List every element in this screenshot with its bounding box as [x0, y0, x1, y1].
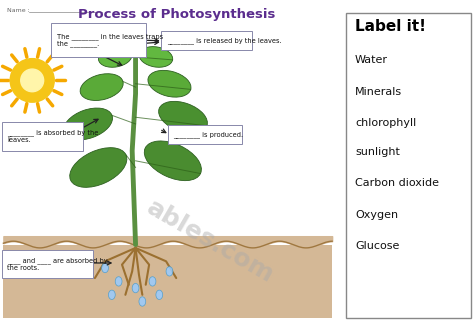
Text: ____ and ____ are absorbed by
the roots.: ____ and ____ are absorbed by the roots.	[8, 257, 108, 271]
Text: Oxygen: Oxygen	[355, 209, 398, 219]
Ellipse shape	[139, 47, 173, 67]
Ellipse shape	[159, 102, 208, 133]
Circle shape	[10, 59, 54, 102]
FancyBboxPatch shape	[2, 122, 83, 151]
FancyBboxPatch shape	[161, 31, 253, 50]
Text: Label it!: Label it!	[355, 19, 426, 34]
Circle shape	[21, 69, 44, 92]
Ellipse shape	[115, 277, 122, 286]
Text: ables.com: ables.com	[142, 195, 278, 287]
Ellipse shape	[166, 267, 173, 276]
FancyBboxPatch shape	[2, 250, 93, 278]
Ellipse shape	[64, 108, 112, 140]
Text: chlorophyll: chlorophyll	[355, 118, 416, 128]
Text: Name :: Name :	[7, 8, 29, 13]
Ellipse shape	[99, 47, 132, 67]
Text: ________ is produced.: ________ is produced.	[173, 131, 244, 138]
Text: The ________ in the leaves traps
the ________.: The ________ in the leaves traps the ___…	[56, 33, 163, 48]
Ellipse shape	[156, 290, 163, 299]
FancyBboxPatch shape	[168, 125, 242, 144]
Ellipse shape	[132, 283, 139, 293]
Text: Carbon dioxide: Carbon dioxide	[355, 178, 439, 188]
Ellipse shape	[148, 70, 191, 97]
Text: sunlight: sunlight	[355, 146, 400, 156]
Ellipse shape	[139, 297, 146, 306]
Ellipse shape	[101, 263, 109, 273]
Text: ________ is absorbed by the
leaves.: ________ is absorbed by the leaves.	[8, 130, 99, 143]
FancyBboxPatch shape	[3, 245, 332, 318]
Text: Minerals: Minerals	[355, 87, 402, 97]
Text: ________ is released by the leaves.: ________ is released by the leaves.	[167, 38, 282, 44]
Ellipse shape	[70, 148, 127, 187]
FancyBboxPatch shape	[346, 13, 471, 319]
Ellipse shape	[80, 74, 123, 100]
FancyBboxPatch shape	[51, 23, 146, 57]
Ellipse shape	[109, 290, 115, 299]
Text: Process of Photosynthesis: Process of Photosynthesis	[78, 8, 275, 21]
Ellipse shape	[144, 141, 201, 181]
Text: Water: Water	[355, 55, 388, 65]
Ellipse shape	[149, 277, 156, 286]
Text: Glucose: Glucose	[355, 241, 400, 251]
